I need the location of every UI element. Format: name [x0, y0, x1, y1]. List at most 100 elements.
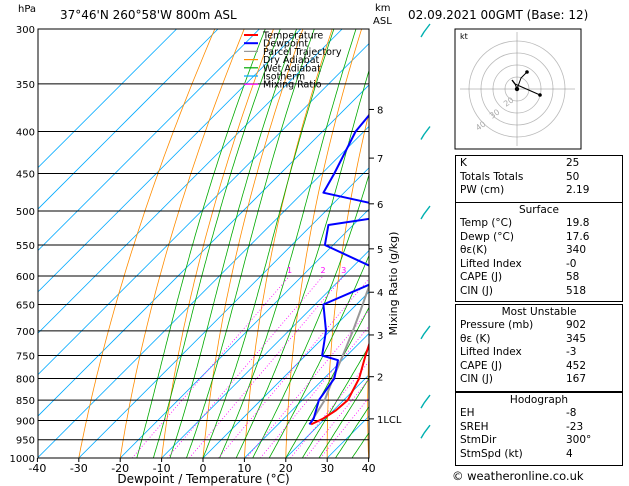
x-tick-label: 40 — [362, 462, 376, 475]
pressure-tick-label: 700 — [16, 327, 35, 338]
asl-label: ASL — [373, 16, 392, 27]
parcel-trajectory-line — [308, 283, 369, 425]
isotherm-line — [161, 250, 369, 458]
hodo-row: StmSpd (kt) 4 — [460, 447, 573, 460]
legend-label: Mixing Ratio — [263, 80, 322, 91]
isotherm-line — [78, 167, 369, 458]
mu-row: CAPE (J) 452 — [460, 359, 587, 372]
hodo-row: StmDir 300° — [460, 434, 592, 447]
pressure-tick-label: 400 — [16, 128, 35, 139]
isotherm-line — [38, 29, 343, 334]
pressure-tick-label: 550 — [16, 241, 35, 252]
pressure-tick-label: 800 — [16, 374, 35, 385]
hodograph-point — [525, 70, 529, 74]
hodograph-params-panel: Hodograph EH -8 SREH -23 StmDir 300° StmSpd… — [455, 392, 623, 466]
dry-adiabat-line — [202, 29, 304, 458]
pressure-tick-label: 950 — [16, 436, 35, 447]
km-tick-label: 7 — [377, 154, 383, 165]
wet-adiabat-line — [219, 29, 357, 458]
km-tick-label: 1LCL — [377, 415, 402, 426]
pressure-tick-label: 1000 — [10, 454, 35, 465]
isotherm-line — [38, 29, 302, 293]
isotherm-line — [202, 291, 369, 458]
km-label: km — [375, 3, 391, 14]
mu-row: Lifted Index -3 — [460, 346, 577, 359]
legend-label: Dewpoint — [263, 39, 308, 50]
wind-barb-icon — [420, 394, 431, 409]
surface-row: Lifted Index -0 — [460, 257, 577, 270]
x-tick-label: 0 — [200, 462, 207, 475]
index-row: Totals Totals 50 — [460, 170, 580, 183]
mixing-ratio-label: 16 — [434, 266, 444, 275]
x-tick-label: 20 — [279, 462, 293, 475]
plot-area: 1 2 3 5 8 10 16 20 25 — [38, 29, 450, 458]
hodo-row: SREH -23 — [460, 420, 584, 433]
x-tick-label: -10 — [153, 462, 171, 475]
x-tick-label: -30 — [70, 462, 88, 475]
mixing-ratio-axis-label: Mixing Ratio (g/kg) — [387, 232, 400, 336]
pressure-tick-label: 900 — [16, 416, 35, 427]
mixing-ratio-label: 10 — [406, 266, 416, 275]
isotherm-line — [38, 29, 260, 251]
mixing-ratio-label: 3 — [341, 266, 346, 275]
legend-label: Temperature — [262, 31, 323, 42]
pressure-tick-label: 600 — [16, 272, 35, 283]
legend-label: Dry Adiabat — [263, 55, 320, 66]
km-tick-label: 3 — [377, 331, 383, 342]
location-title: 37°46'N 260°58'W 800m ASL — [60, 8, 237, 22]
mixing-ratio-line — [189, 275, 345, 458]
datetime-title: 02.09.2021 00GMT (Base: 12) — [408, 8, 589, 22]
pressure-tick-label: 750 — [16, 351, 35, 362]
surface-panel: Surface Temp (°C) 19.8 Dewp (°C) 17.6 θε(K… — [455, 202, 623, 302]
legend-label: Wet Adiabat — [263, 63, 321, 74]
surface-row: θε(K) 340 — [460, 244, 587, 257]
legend-label: Isotherm — [263, 72, 305, 83]
storm-motion-arrow — [511, 79, 516, 85]
wet-adiabat-line — [268, 254, 369, 458]
isotherm-line — [38, 84, 369, 417]
hodograph-params-title: Hodograph — [509, 394, 569, 406]
hodograph-center — [514, 86, 520, 92]
wet-adiabat-line — [318, 377, 369, 458]
isotherm-line — [38, 29, 219, 210]
mixing-ratio-line — [131, 275, 290, 458]
surface-row: Dewp (°C) 17.6 — [460, 230, 590, 243]
x-axis-label: Dewpoint / Temperature (°C) — [117, 472, 289, 486]
index-row: K 25 — [460, 157, 580, 169]
legend-label: Parcel Trajectory — [263, 47, 342, 58]
dry-adiabat-line — [407, 29, 450, 458]
surface-row: CAPE (J) 58 — [460, 271, 580, 284]
isotherm-line — [38, 125, 369, 458]
mu-row: θε (K) 345 — [460, 332, 587, 345]
x-tick-label: 30 — [320, 462, 334, 475]
pressure-tick-label: 850 — [16, 396, 35, 407]
wet-adiabat-line — [285, 306, 369, 458]
x-tick-label: -20 — [111, 462, 129, 475]
pressure-tick-label: 300 — [16, 25, 35, 36]
mixing-ratio-label: 2 — [321, 266, 326, 275]
pressure-tick-label: 500 — [16, 207, 35, 218]
credit-text: © weatheronline.co.uk — [452, 469, 584, 483]
wind-barb-icon — [420, 23, 431, 38]
km-tick-label: 2 — [377, 373, 383, 384]
index-row: PW (cm) 2.19 — [460, 184, 590, 197]
hodograph-unit-label: kt — [460, 32, 468, 41]
mixing-ratio-line — [218, 278, 369, 458]
mixing-ratio-line — [246, 309, 369, 458]
km-tick-label: 8 — [377, 105, 383, 116]
x-tick-label: -40 — [28, 462, 46, 475]
pressure-tick-label: 650 — [16, 301, 35, 312]
hpa-label: hPa — [18, 4, 37, 15]
wind-barb-icon — [420, 325, 431, 340]
surface-row: Temp (°C) 19.8 — [460, 217, 590, 229]
hodo-row: EH -8 — [460, 407, 577, 419]
wind-barb-icon — [420, 126, 431, 140]
dry-adiabat-line — [78, 29, 216, 458]
km-tick-label: 6 — [377, 200, 383, 211]
km-tick-label: 4 — [377, 288, 383, 299]
isotherm-line — [244, 332, 369, 458]
isotherm-line — [285, 374, 369, 458]
wind-barb-icon — [420, 424, 431, 439]
x-tick-label: 10 — [237, 462, 251, 475]
